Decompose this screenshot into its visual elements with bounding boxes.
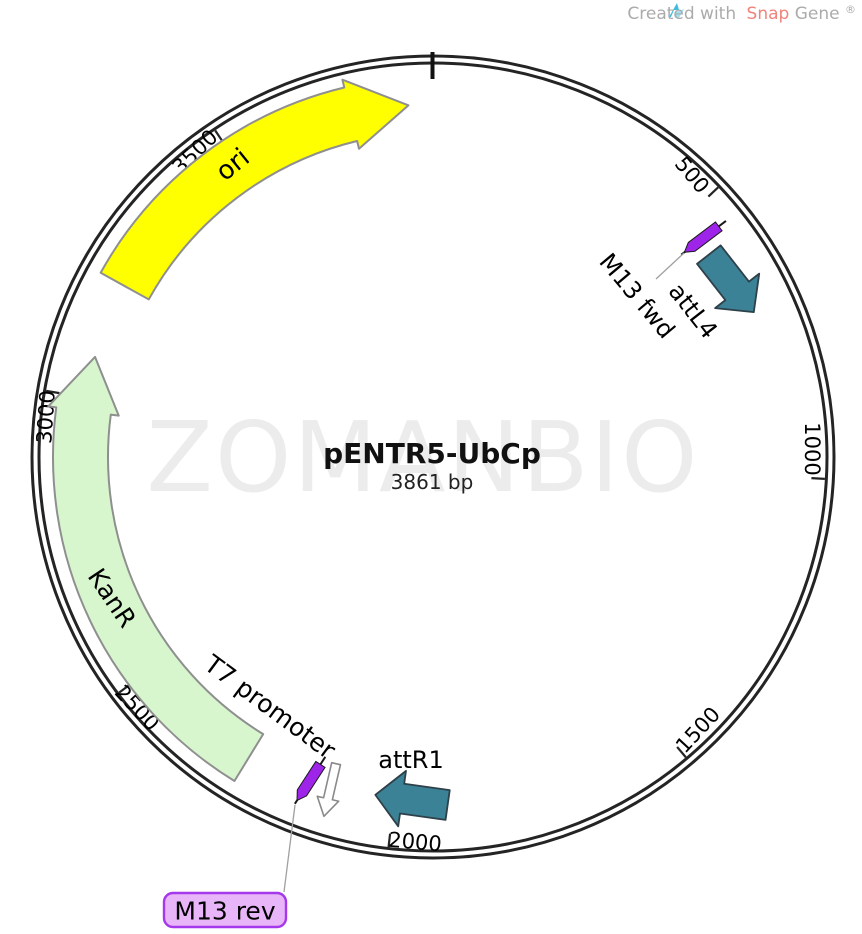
tick-label-500[interactable]: 500 (670, 152, 714, 198)
m13-rev-leader (283, 804, 296, 893)
primer-m13-rev-arrow[interactable] (292, 760, 326, 803)
tick-3000 (45, 389, 60, 395)
tick-1500 (676, 746, 687, 758)
feature-ori[interactable] (99, 78, 410, 301)
m13-fwd-leader (655, 252, 685, 280)
credit-prefix: Created with (627, 4, 736, 24)
feature-attl4[interactable] (687, 237, 776, 329)
tick-label-1000[interactable]: 1000 (800, 422, 824, 475)
tick-500 (707, 186, 719, 198)
feature-t7-promoter[interactable] (313, 761, 347, 819)
tick-3500 (214, 129, 224, 143)
callout-m13-rev-box[interactable] (162, 891, 288, 929)
snapgene-icon-accent (674, 9, 684, 18)
plasmid-size: 3861 bp (391, 470, 474, 494)
tick-1000 (811, 477, 825, 481)
feature-label-attl4[interactable]: attL4 (663, 278, 723, 344)
primer-m13-fwd[interactable] (678, 217, 729, 259)
credit-gene: Gene (795, 4, 840, 24)
credit-text: Created with Snap Gene ® (627, 3, 856, 24)
primer-m13-fwd-arrow[interactable] (681, 221, 723, 257)
feature-kanr[interactable] (47, 355, 265, 783)
callout-m13-rev-label[interactable]: M13 rev (174, 897, 275, 926)
tick-2000 (387, 833, 392, 848)
tick-2500 (118, 683, 131, 694)
tick-label-2000[interactable]: 2000 (387, 828, 442, 857)
watermark-text: ZOMANBIO (147, 401, 700, 514)
feature-label-attr1[interactable]: attR1 (378, 746, 443, 774)
snapgene-icon (669, 3, 679, 17)
plasmid-name: pENTR5-UbCp (323, 437, 541, 470)
credit-snap: Snap (747, 4, 790, 24)
snapgene-credit: Created with Snap Gene ® (627, 3, 856, 24)
feature-attr1[interactable] (371, 767, 451, 833)
primer-m13-rev[interactable] (290, 754, 330, 807)
credit-registered: ® (845, 3, 856, 16)
